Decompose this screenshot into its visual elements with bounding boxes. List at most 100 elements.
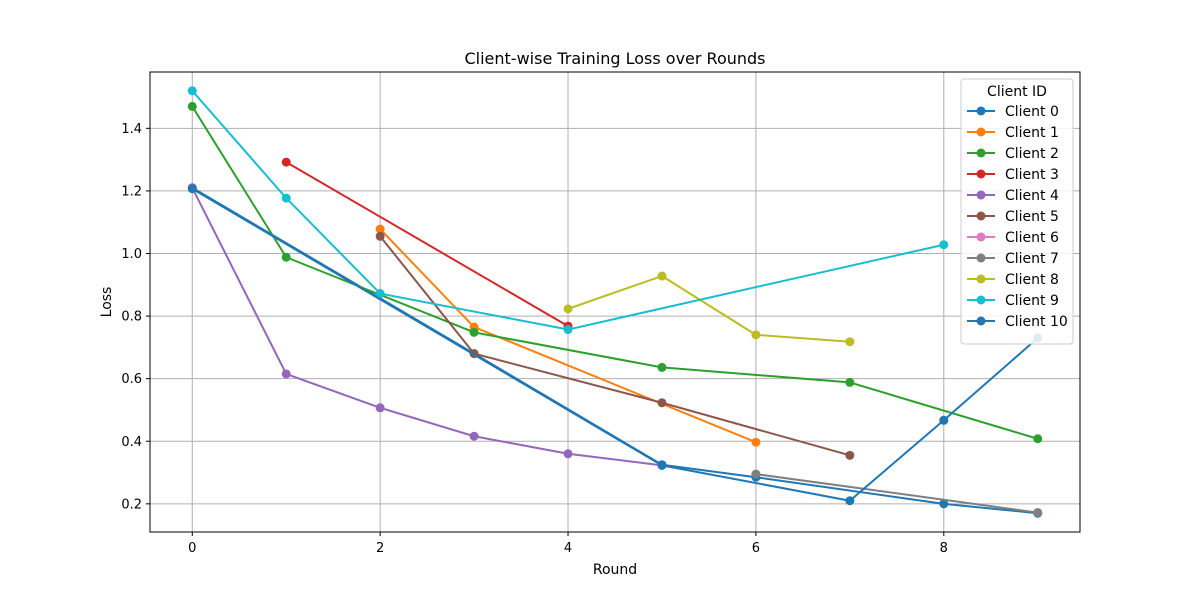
y-axis-label: Loss bbox=[99, 287, 115, 318]
data-point bbox=[187, 86, 197, 96]
data-point bbox=[939, 499, 949, 509]
data-point bbox=[657, 398, 667, 408]
legend-label: Client 5 bbox=[1005, 209, 1059, 225]
y-tick-label: 0.6 bbox=[121, 372, 142, 387]
y-tick-label: 1.0 bbox=[121, 247, 142, 262]
legend-marker bbox=[976, 253, 986, 263]
data-point bbox=[469, 431, 479, 441]
chart-title: Client-wise Training Loss over Rounds bbox=[464, 49, 765, 68]
x-axis-label: Round bbox=[593, 562, 637, 578]
legend-entry: Client 1 bbox=[967, 125, 1059, 141]
data-point bbox=[845, 377, 855, 387]
data-point bbox=[1033, 434, 1043, 444]
legend-marker bbox=[976, 148, 986, 158]
data-point bbox=[1033, 508, 1043, 518]
legend-label: Client 6 bbox=[1005, 230, 1059, 246]
legend-entry: Client 8 bbox=[967, 272, 1059, 288]
data-point bbox=[845, 450, 855, 460]
legend-entry: Client 7 bbox=[967, 251, 1059, 267]
legend-marker bbox=[976, 211, 986, 221]
legend-marker bbox=[976, 274, 986, 284]
legend-marker bbox=[976, 295, 986, 305]
series-client-0 bbox=[187, 183, 1043, 518]
legend-label: Client 9 bbox=[1005, 293, 1059, 309]
series-line bbox=[191, 105, 1039, 440]
legend-entry: Client 4 bbox=[967, 188, 1059, 204]
legend-label: Client 4 bbox=[1005, 188, 1059, 204]
data-point bbox=[375, 224, 385, 234]
legend: Client ID Client 0 Client 1 Client 2 Client … bbox=[960, 78, 1074, 345]
y-tick-label: 1.2 bbox=[121, 184, 142, 199]
x-tick-label: 0 bbox=[188, 541, 196, 556]
data-point bbox=[751, 330, 761, 340]
series-line bbox=[379, 235, 851, 457]
data-point bbox=[751, 469, 761, 479]
data-point bbox=[281, 252, 291, 262]
data-point bbox=[939, 240, 949, 250]
series-client-5 bbox=[375, 231, 855, 460]
legend-entry: Client 3 bbox=[967, 167, 1059, 183]
plot-frame bbox=[149, 71, 1081, 533]
legend-box bbox=[960, 78, 1074, 345]
legend-entry: Client 5 bbox=[967, 209, 1059, 225]
x-tick-label: 8 bbox=[940, 541, 948, 556]
data-point bbox=[281, 369, 291, 379]
data-point bbox=[375, 231, 385, 241]
series-line bbox=[191, 187, 663, 467]
data-point bbox=[375, 403, 385, 413]
y-tick-label: 0.8 bbox=[121, 310, 142, 325]
series-layer bbox=[187, 86, 1043, 518]
data-point bbox=[657, 460, 667, 470]
legend-marker bbox=[976, 169, 986, 179]
data-point bbox=[187, 184, 197, 194]
legend-entry: Client 6 bbox=[967, 230, 1059, 246]
data-point bbox=[845, 496, 855, 506]
legend-marker bbox=[976, 316, 986, 326]
legend-label: Client 3 bbox=[1005, 167, 1059, 183]
data-point bbox=[657, 362, 667, 372]
y-tick-label: 0.4 bbox=[121, 435, 142, 450]
data-point bbox=[563, 304, 573, 314]
legend-label: Client 7 bbox=[1005, 251, 1059, 267]
legend-marker bbox=[976, 190, 986, 200]
data-point bbox=[939, 415, 949, 425]
legend-marker bbox=[976, 232, 986, 242]
series-client-9 bbox=[187, 86, 949, 335]
series-client-3 bbox=[281, 157, 573, 331]
x-tick-label: 6 bbox=[752, 541, 760, 556]
series-line bbox=[191, 186, 1038, 515]
x-tick-label: 4 bbox=[564, 541, 572, 556]
y-tick-label: 1.4 bbox=[121, 122, 142, 137]
ticks: 0 2 4 6 8 0.2 0.4 0.6 0.8 1.0 1.2 1.4 bbox=[121, 122, 948, 556]
legend-label: Client 0 bbox=[1005, 104, 1059, 120]
data-point bbox=[845, 337, 855, 347]
legend-marker bbox=[976, 106, 986, 116]
series-line bbox=[755, 473, 1038, 514]
data-point bbox=[657, 271, 667, 281]
legend-marker bbox=[976, 127, 986, 137]
legend-label: Client 2 bbox=[1005, 146, 1059, 162]
gridlines bbox=[150, 72, 1080, 532]
legend-entry: Client 9 bbox=[967, 293, 1059, 309]
data-point bbox=[563, 325, 573, 335]
legend-label: Client 1 bbox=[1005, 125, 1059, 141]
legend-entry: Client 10 bbox=[967, 314, 1068, 330]
data-point bbox=[281, 193, 291, 203]
x-tick-label: 2 bbox=[376, 541, 384, 556]
data-point bbox=[563, 449, 573, 459]
series-client-2 bbox=[187, 101, 1043, 444]
data-point bbox=[375, 289, 385, 299]
legend-entry: Client 0 bbox=[967, 104, 1059, 120]
series-client-10 bbox=[187, 184, 1043, 506]
data-point bbox=[469, 327, 479, 337]
data-point bbox=[751, 437, 761, 447]
data-point bbox=[281, 157, 291, 167]
y-tick-label: 0.2 bbox=[121, 497, 142, 512]
series-line bbox=[191, 187, 1039, 502]
legend-label: Client 10 bbox=[1005, 314, 1068, 330]
series-line bbox=[285, 161, 569, 327]
series-client-7 bbox=[751, 469, 1043, 518]
series-client-8 bbox=[563, 271, 855, 347]
